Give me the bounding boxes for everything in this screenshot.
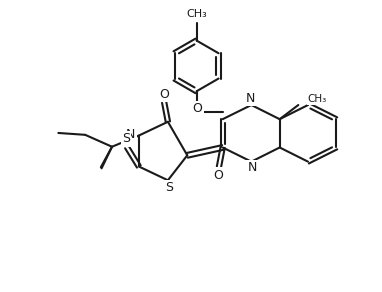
Text: O: O [213,168,223,182]
Text: N: N [246,92,255,105]
Text: O: O [193,102,202,115]
Text: N: N [248,161,257,175]
Text: S: S [165,181,173,194]
Text: N: N [126,128,135,141]
Text: S: S [122,132,130,145]
Text: CH₃: CH₃ [186,9,207,20]
Text: O: O [159,88,169,101]
Text: CH₃: CH₃ [308,94,327,105]
